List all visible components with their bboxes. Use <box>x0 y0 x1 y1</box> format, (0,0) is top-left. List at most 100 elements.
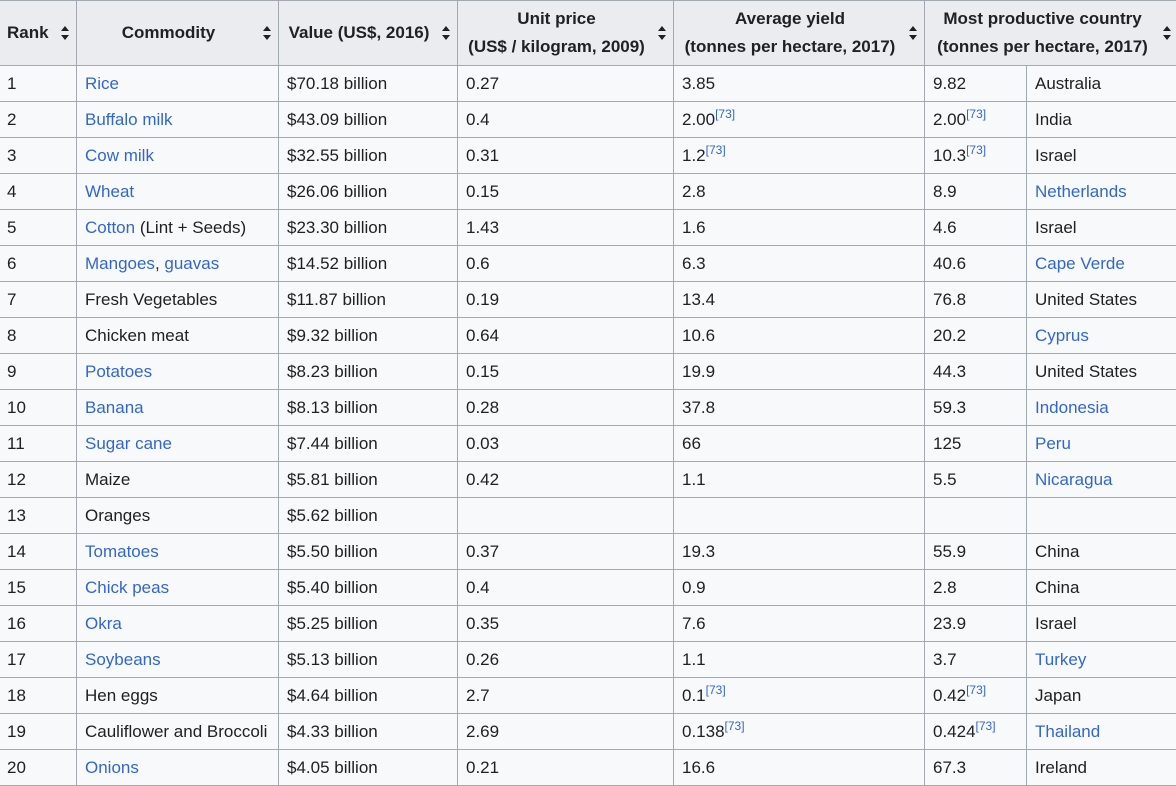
sort-icon[interactable] <box>442 26 451 40</box>
average-yield-cell: 7.6 <box>674 606 925 642</box>
commodity-link[interactable]: Sugar cane <box>85 434 172 453</box>
unit-price-cell: 0.31 <box>458 138 674 174</box>
value-text: $9.32 billion <box>287 326 378 345</box>
rank-cell: 15 <box>0 570 77 606</box>
rank-value: 4 <box>7 182 16 201</box>
rank-cell: 8 <box>0 318 77 354</box>
unit-price-text: 0.19 <box>466 290 499 309</box>
sort-icon[interactable] <box>909 26 918 40</box>
country-cell: Peru <box>1027 426 1176 462</box>
rank-value: 10 <box>7 398 26 417</box>
commodity-link[interactable]: Onions <box>85 758 139 777</box>
value-text: $5.40 billion <box>287 578 378 597</box>
header-rank[interactable]: Rank <box>0 1 77 66</box>
value-text: $32.55 billion <box>287 146 387 165</box>
commodity-link[interactable]: Mangoes <box>85 254 155 273</box>
commodity-link[interactable]: Potatoes <box>85 362 152 381</box>
sort-icon[interactable] <box>263 26 272 40</box>
commodity-cell: Cauliflower and Broccoli <box>77 714 279 750</box>
value-text: $70.18 billion <box>287 74 387 93</box>
reference-link[interactable]: [73] <box>706 683 726 697</box>
commodity-cell: Cow milk <box>77 138 279 174</box>
reference-link[interactable]: [73] <box>976 719 996 733</box>
country-cell: Japan <box>1027 678 1176 714</box>
commodity-link[interactable]: Wheat <box>85 182 134 201</box>
reference-link[interactable]: [73] <box>966 107 986 121</box>
country-link[interactable]: Indonesia <box>1035 398 1109 417</box>
best-yield-cell: 3.7 <box>925 642 1027 678</box>
rank-cell: 16 <box>0 606 77 642</box>
commodity-cell: Rice <box>77 66 279 102</box>
commodity-link[interactable]: Cow milk <box>85 146 154 165</box>
country-text: China <box>1035 542 1079 561</box>
average-yield-text: 6.3 <box>682 254 706 273</box>
sort-icon[interactable] <box>658 26 667 40</box>
best-yield-text: 55.9 <box>933 542 966 561</box>
average-yield-cell: 13.4 <box>674 282 925 318</box>
commodity-link[interactable]: Tomatoes <box>85 542 159 561</box>
rank-value: 5 <box>7 218 16 237</box>
header-value[interactable]: Value (US$, 2016) <box>279 1 458 66</box>
rank-cell: 5 <box>0 210 77 246</box>
header-commodity[interactable]: Commodity <box>77 1 279 66</box>
unit-price-text: 0.21 <box>466 758 499 777</box>
country-link[interactable]: Cape Verde <box>1035 254 1125 273</box>
sort-icon[interactable] <box>61 26 70 40</box>
country-link[interactable]: Peru <box>1035 434 1071 453</box>
header-most-productive-country[interactable]: Most productive country(tonnes per hecta… <box>925 1 1176 66</box>
commodity-link[interactable]: guavas <box>164 254 219 273</box>
best-yield-cell: 20.2 <box>925 318 1027 354</box>
commodity-link[interactable]: Okra <box>85 614 122 633</box>
reference-link[interactable]: [73] <box>706 143 726 157</box>
best-yield-cell: 23.9 <box>925 606 1027 642</box>
country-link[interactable]: Thailand <box>1035 722 1100 741</box>
commodity-link[interactable]: Cotton <box>85 218 135 237</box>
country-link[interactable]: Nicaragua <box>1035 470 1113 489</box>
country-link[interactable]: Cyprus <box>1035 326 1089 345</box>
reference-link[interactable]: [73] <box>966 683 986 697</box>
rank-value: 19 <box>7 722 26 741</box>
header-average-yield[interactable]: Average yield(tonnes per hectare, 2017) <box>674 1 925 66</box>
value-cell: $7.44 billion <box>279 426 458 462</box>
average-yield-cell: 2.00[73] <box>674 102 925 138</box>
reference-link[interactable]: [73] <box>715 107 735 121</box>
commodity-text: Fresh Vegetables <box>85 290 217 309</box>
reference-link[interactable]: [73] <box>725 719 745 733</box>
unit-price-cell: 0.27 <box>458 66 674 102</box>
header-unit-price[interactable]: Unit price(US$ / kilogram, 2009) <box>458 1 674 66</box>
average-yield-text: 2.8 <box>682 182 706 201</box>
unit-price-cell: 2.69 <box>458 714 674 750</box>
value-cell: $4.05 billion <box>279 750 458 786</box>
rank-value: 18 <box>7 686 26 705</box>
commodity-link[interactable]: Soybeans <box>85 650 161 669</box>
best-yield-text: 9.82 <box>933 74 966 93</box>
unit-price-text: 0.03 <box>466 434 499 453</box>
commodity-cell: Okra <box>77 606 279 642</box>
country-link[interactable]: Netherlands <box>1035 182 1127 201</box>
unit-price-cell: 0.64 <box>458 318 674 354</box>
header-row: Rank Commodity Value (US$, 2016) Unit pr… <box>0 1 1176 66</box>
rank-cell: 12 <box>0 462 77 498</box>
commodity-cell: Fresh Vegetables <box>77 282 279 318</box>
country-link[interactable]: Turkey <box>1035 650 1086 669</box>
country-text: Japan <box>1035 686 1081 705</box>
commodity-link[interactable]: Chick peas <box>85 578 169 597</box>
reference-link[interactable]: [73] <box>966 143 986 157</box>
best-yield-cell: 4.6 <box>925 210 1027 246</box>
rank-value: 12 <box>7 470 26 489</box>
commodity-link[interactable]: Banana <box>85 398 144 417</box>
unit-price-text: 0.35 <box>466 614 499 633</box>
unit-price-text: 0.31 <box>466 146 499 165</box>
average-yield-cell: 66 <box>674 426 925 462</box>
commodity-link[interactable]: Rice <box>85 74 119 93</box>
sort-icon[interactable] <box>1163 26 1172 40</box>
best-yield-cell: 44.3 <box>925 354 1027 390</box>
commodity-link[interactable]: Buffalo milk <box>85 110 173 129</box>
unit-price-cell: 0.4 <box>458 570 674 606</box>
